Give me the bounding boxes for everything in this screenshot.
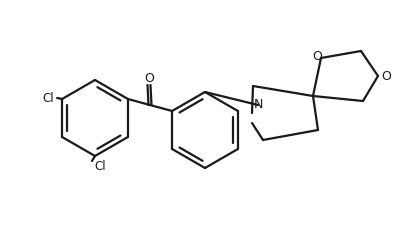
Text: O: O (144, 72, 154, 84)
Text: N: N (253, 98, 263, 112)
Text: O: O (381, 70, 391, 83)
Text: Cl: Cl (42, 91, 54, 104)
Text: O: O (312, 50, 322, 64)
Text: Cl: Cl (94, 161, 106, 174)
